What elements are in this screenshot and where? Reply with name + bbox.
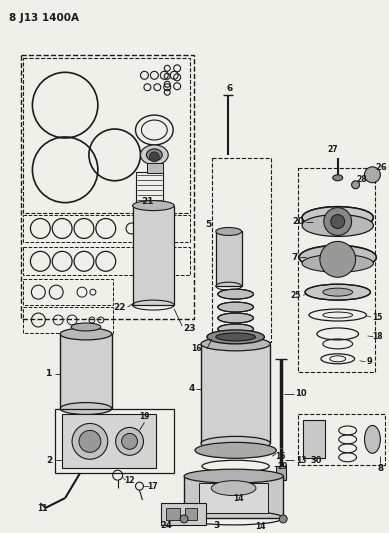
Text: 24: 24	[160, 521, 172, 530]
Text: 26: 26	[375, 163, 387, 172]
Ellipse shape	[140, 145, 168, 165]
Circle shape	[279, 515, 287, 523]
Text: 27: 27	[328, 146, 338, 155]
Ellipse shape	[216, 228, 242, 236]
Text: 8 J13 1400A: 8 J13 1400A	[9, 13, 79, 22]
Bar	[276, 466, 286, 480]
Ellipse shape	[299, 245, 377, 269]
Text: 15: 15	[275, 452, 286, 461]
Ellipse shape	[218, 302, 254, 312]
Text: 14: 14	[255, 522, 266, 531]
Bar	[201, 344, 270, 443]
Bar	[216, 231, 242, 286]
Text: 12: 12	[124, 475, 135, 484]
Text: 13: 13	[296, 456, 306, 465]
Bar	[303, 421, 325, 458]
Ellipse shape	[184, 469, 283, 483]
Circle shape	[320, 241, 356, 277]
Circle shape	[331, 215, 345, 229]
Bar	[23, 307, 113, 333]
Ellipse shape	[201, 437, 270, 450]
Ellipse shape	[333, 175, 343, 181]
Ellipse shape	[218, 334, 254, 344]
Ellipse shape	[218, 289, 254, 299]
Bar	[23, 215, 190, 243]
Ellipse shape	[352, 181, 359, 189]
Bar	[147, 163, 163, 173]
Text: 23: 23	[183, 325, 195, 334]
Text: 20: 20	[292, 217, 304, 226]
Text: 22: 22	[114, 303, 126, 312]
Text: 8: 8	[377, 464, 384, 473]
Text: 17: 17	[147, 482, 158, 490]
Text: 5: 5	[206, 220, 212, 229]
Circle shape	[364, 167, 380, 183]
Text: 19: 19	[139, 412, 150, 421]
Ellipse shape	[60, 402, 112, 415]
Ellipse shape	[60, 328, 112, 340]
Text: 30: 30	[310, 456, 322, 465]
Bar	[133, 206, 174, 305]
Text: 25: 25	[290, 290, 300, 300]
Bar	[62, 414, 156, 468]
Text: 28: 28	[356, 175, 367, 184]
Bar	[184, 476, 283, 518]
Bar	[199, 483, 268, 513]
Ellipse shape	[133, 200, 174, 211]
Text: 29: 29	[277, 462, 287, 471]
Bar	[55, 408, 174, 473]
Circle shape	[180, 515, 188, 523]
Text: 2: 2	[46, 456, 53, 465]
Text: 6: 6	[226, 84, 233, 93]
Bar	[23, 59, 190, 213]
Text: 15: 15	[372, 312, 382, 321]
Text: 18: 18	[372, 333, 383, 342]
Bar	[60, 334, 112, 408]
Circle shape	[122, 433, 137, 449]
Circle shape	[116, 427, 144, 455]
Bar	[185, 508, 197, 520]
Ellipse shape	[216, 333, 256, 341]
Text: 21: 21	[141, 197, 154, 206]
Bar	[23, 247, 190, 275]
Ellipse shape	[302, 254, 373, 272]
Ellipse shape	[302, 207, 373, 229]
Ellipse shape	[302, 215, 373, 237]
Text: 9: 9	[366, 357, 372, 366]
Ellipse shape	[195, 442, 276, 458]
Ellipse shape	[364, 425, 380, 453]
Bar	[161, 503, 206, 525]
Ellipse shape	[71, 323, 101, 331]
Circle shape	[79, 431, 101, 453]
Ellipse shape	[305, 284, 370, 300]
Text: 4: 4	[189, 384, 195, 393]
Ellipse shape	[146, 149, 162, 161]
Bar	[166, 508, 180, 520]
Bar	[21, 55, 194, 319]
Bar	[212, 158, 271, 342]
Bar	[298, 414, 385, 465]
Text: 16: 16	[191, 344, 201, 353]
Ellipse shape	[201, 337, 270, 351]
Text: 11: 11	[37, 504, 47, 513]
Text: 7: 7	[291, 253, 297, 262]
Text: 10: 10	[295, 389, 307, 398]
Bar	[23, 279, 113, 305]
Bar	[135, 172, 163, 206]
Circle shape	[324, 207, 352, 236]
Ellipse shape	[207, 330, 265, 344]
Ellipse shape	[218, 324, 254, 334]
Text: 14: 14	[233, 494, 244, 503]
Ellipse shape	[218, 313, 254, 323]
Text: 1: 1	[45, 369, 51, 378]
Circle shape	[149, 152, 159, 162]
Text: 3: 3	[214, 521, 220, 530]
Circle shape	[72, 423, 108, 459]
Ellipse shape	[323, 288, 352, 296]
Ellipse shape	[211, 481, 256, 496]
Bar	[298, 168, 375, 372]
